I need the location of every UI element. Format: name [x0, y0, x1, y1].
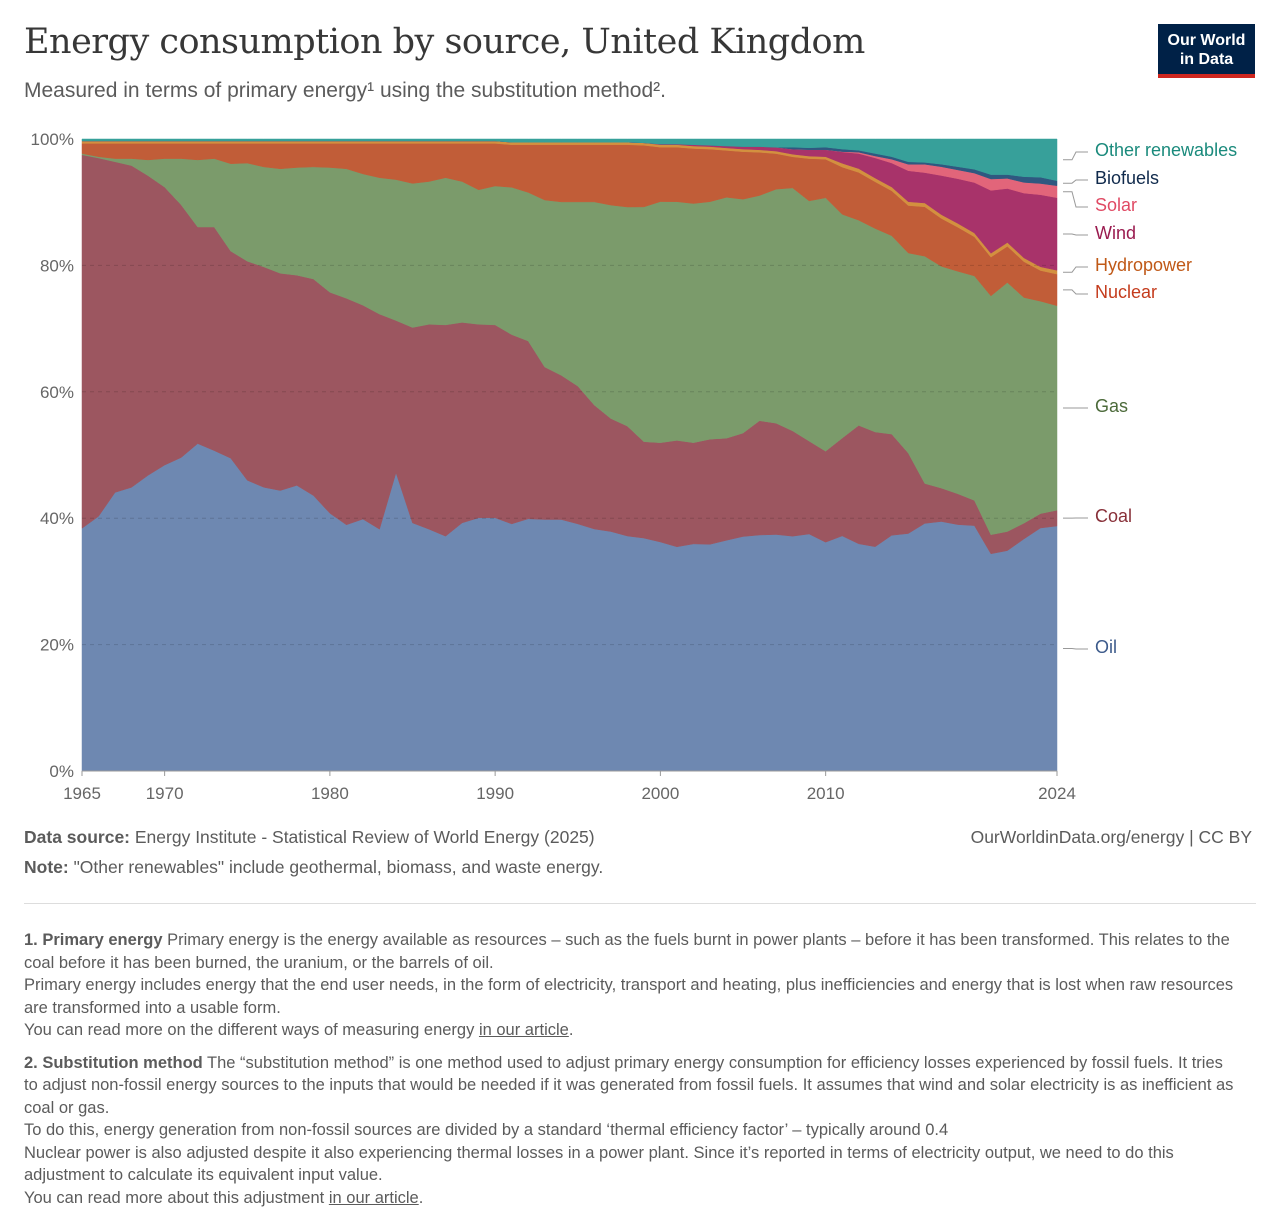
x-tick-label: 2010 — [807, 784, 845, 803]
x-tick-label: 1970 — [146, 784, 184, 803]
footnote-1-text-2: Primary energy includes energy that the … — [24, 976, 1234, 1017]
chart-note: Note: "Other renewables" include geother… — [24, 857, 603, 878]
label-connector — [1063, 266, 1088, 273]
chart-subtitle: Measured in terms of primary energy¹ usi… — [24, 79, 666, 102]
y-tick-label: 100% — [31, 130, 74, 149]
series-label-nuclear[interactable]: Nuclear — [1095, 282, 1158, 302]
footnote-1-title: 1. Primary energy — [24, 931, 163, 949]
label-connector — [1063, 191, 1088, 208]
x-tick-label: 1980 — [311, 784, 349, 803]
footnote-1-text: Primary energy is the energy available a… — [24, 931, 1230, 972]
article-link-2[interactable]: in our article — [328, 1188, 419, 1207]
chart-title: Energy consumption by source, United Kin… — [24, 22, 865, 62]
label-connector — [1063, 179, 1088, 184]
divider — [24, 903, 1256, 904]
article-link-1[interactable]: in our article — [478, 1021, 569, 1039]
y-tick-label: 20% — [40, 636, 74, 655]
logo-line1: Our World — [1167, 32, 1246, 49]
note-text: "Other renewables" include geothermal, b… — [68, 857, 604, 877]
footnote-2-text-3: Nuclear power is also adjusted despite i… — [24, 1143, 1174, 1185]
footnote-2-title: 2. Substitution method — [24, 1053, 203, 1072]
series-label-wind[interactable]: Wind — [1095, 223, 1137, 243]
series-label-biofuels[interactable]: Biofuels — [1095, 168, 1160, 188]
label-connector — [1063, 289, 1088, 295]
footnote-2-text-2: To do this, energy generation from non-f… — [24, 1121, 949, 1139]
x-tick-label: 2000 — [641, 784, 679, 803]
data-source: Data source: Energy Institute - Statisti… — [24, 827, 595, 848]
label-connector — [1063, 151, 1088, 161]
series-label-solar[interactable]: Solar — [1095, 195, 1138, 215]
footnote-2-text: The “substitution method” is one method … — [24, 1053, 1234, 1117]
series-label-oil[interactable]: Oil — [1095, 637, 1117, 657]
period: . — [568, 1021, 574, 1039]
footnotes: 1. Primary energy Primary energy is the … — [24, 929, 1234, 1219]
series-label-gas[interactable]: Gas — [1095, 396, 1129, 416]
x-tick-label: 1965 — [63, 784, 101, 803]
y-tick-label: 60% — [40, 383, 74, 402]
y-tick-label: 40% — [40, 509, 74, 528]
source-url-link[interactable]: OurWorldinData.org/energy | CC BY — [970, 827, 1252, 847]
note-label: Note: — [24, 857, 69, 877]
footnote-1: 1. Primary energy Primary energy is the … — [24, 929, 1234, 1042]
source-label: Data source: — [24, 827, 131, 847]
footnote-2: 2. Substitution method The “substitution… — [24, 1052, 1234, 1210]
series-label-hydropower[interactable]: Hydropower — [1095, 255, 1193, 275]
area-chart: 0% 20% 40% 60% 80% 100% 1965 1970 1980 1990 2000 20… — [31, 130, 1088, 803]
footnote-1-text-3: You can read more on the different ways … — [24, 1021, 479, 1039]
source-text: Energy Institute - Statistical Review of… — [130, 827, 595, 847]
label-connector — [1063, 648, 1088, 650]
period: . — [418, 1188, 424, 1207]
y-tick-label: 0% — [49, 762, 74, 781]
area-other-renewables — [81, 138, 1058, 182]
x-tick-label: 1990 — [476, 784, 514, 803]
footnote-2-text-4: You can read more about this adjustment — [24, 1188, 329, 1207]
y-tick-label: 80% — [40, 256, 74, 275]
logo-line2: in Data — [1179, 51, 1234, 68]
x-tick-label: 2024 — [1038, 784, 1076, 803]
label-connector — [1063, 233, 1088, 236]
owid-logo[interactable]: Our World in Data — [1158, 24, 1255, 78]
series-label-coal[interactable]: Coal — [1095, 506, 1133, 526]
series-label-other-renewables[interactable]: Other renewables — [1095, 140, 1238, 160]
